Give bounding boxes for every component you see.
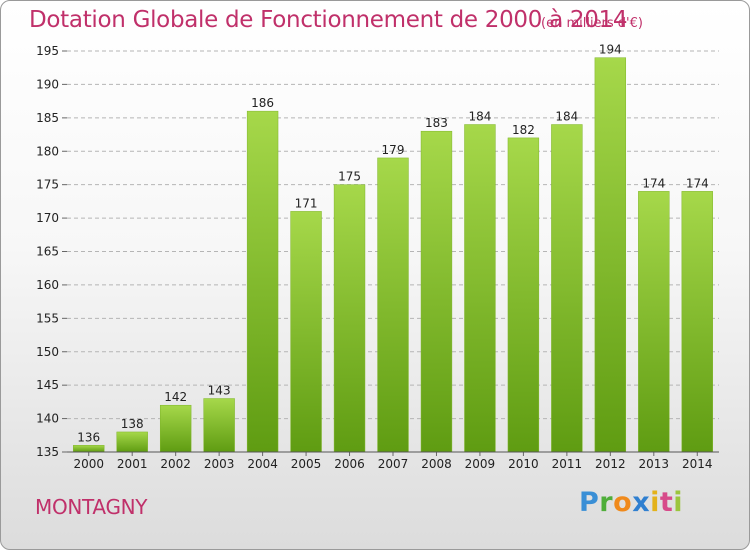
logo-letter: i (673, 487, 684, 518)
bars-group (73, 57, 713, 453)
value-label: 179 (382, 143, 405, 157)
x-tick-label: 2003 (204, 457, 235, 471)
x-tick-label: 2007 (378, 457, 409, 471)
logo-letter: i (650, 487, 660, 518)
y-tick-label: 155 (36, 311, 59, 325)
value-label: 184 (468, 110, 491, 124)
value-label: 143 (208, 384, 231, 398)
logo-letter: t (659, 487, 674, 518)
value-label: 186 (251, 96, 274, 110)
x-tick-label: 2014 (682, 457, 713, 471)
bar (333, 184, 366, 453)
value-label: 136 (77, 430, 100, 444)
x-tick-label: 2013 (639, 457, 670, 471)
value-label: 171 (295, 196, 318, 210)
proxiti-logo: Proxiti (579, 487, 683, 518)
value-label: 183 (425, 116, 448, 130)
y-tick-label: 145 (36, 378, 59, 392)
bar (464, 124, 496, 453)
logo-letter: P (579, 487, 600, 518)
chart-title: Dotation Globale de Fonctionnement de 20… (29, 7, 628, 33)
x-axis-ticks: 2000 2001 2002 2003 2004 2005 2006 2007 2008 2009… (73, 452, 713, 471)
bar (203, 398, 235, 453)
x-tick-label: 2000 (73, 457, 104, 471)
value-label: 174 (686, 176, 709, 190)
bar (246, 110, 279, 453)
bar (377, 157, 409, 453)
x-tick-label: 2008 (421, 457, 452, 471)
bar (551, 124, 583, 453)
bar (681, 191, 713, 453)
value-label: 194 (599, 43, 622, 57)
bar (594, 57, 627, 453)
x-tick-label: 2002 (160, 457, 191, 471)
bar (159, 404, 192, 453)
x-tick-label: 2004 (247, 457, 278, 471)
value-label: 174 (642, 176, 665, 190)
x-tick-label: 2011 (552, 457, 583, 471)
y-tick-label: 140 (36, 412, 59, 426)
x-tick-label: 2010 (508, 457, 539, 471)
y-tick-label: 165 (36, 245, 59, 259)
value-label: 182 (512, 123, 535, 137)
x-tick-label: 2001 (117, 457, 148, 471)
y-tick-label: 195 (36, 44, 59, 58)
logo-letter: r (599, 487, 614, 518)
y-tick-label: 185 (36, 111, 59, 125)
x-tick-label: 2005 (291, 457, 322, 471)
y-tick-label: 170 (36, 211, 59, 225)
y-tick-label: 150 (36, 345, 59, 359)
y-tick-label: 175 (36, 178, 59, 192)
place-name: MONTAGNY (35, 495, 148, 519)
logo-letter: x (632, 487, 651, 518)
value-label: 175 (338, 170, 361, 184)
value-label: 138 (121, 417, 144, 431)
bar (507, 137, 540, 453)
bar (116, 431, 148, 453)
x-tick-label: 2012 (595, 457, 626, 471)
value-label: 142 (164, 390, 187, 404)
y-tick-label: 160 (36, 278, 59, 292)
bar (73, 445, 105, 453)
value-labels: 136 138 142 143 186 171 175 179 183 184 182 184 194 1… (77, 43, 708, 445)
x-tick-label: 2009 (465, 457, 496, 471)
bar (420, 130, 453, 453)
bar (290, 211, 322, 453)
value-label: 184 (555, 110, 578, 124)
y-tick-label: 180 (36, 144, 59, 158)
y-axis-ticks: 135 140 145 150 155 160 165 170 175 180 185 190 195 (36, 44, 67, 459)
x-tick-label: 2006 (334, 457, 365, 471)
y-tick-label: 135 (36, 445, 59, 459)
y-tick-label: 190 (36, 77, 59, 91)
logo-letter: o (613, 487, 633, 518)
chart-subtitle: (en milliers d'€) (541, 16, 643, 31)
bar (638, 191, 670, 453)
